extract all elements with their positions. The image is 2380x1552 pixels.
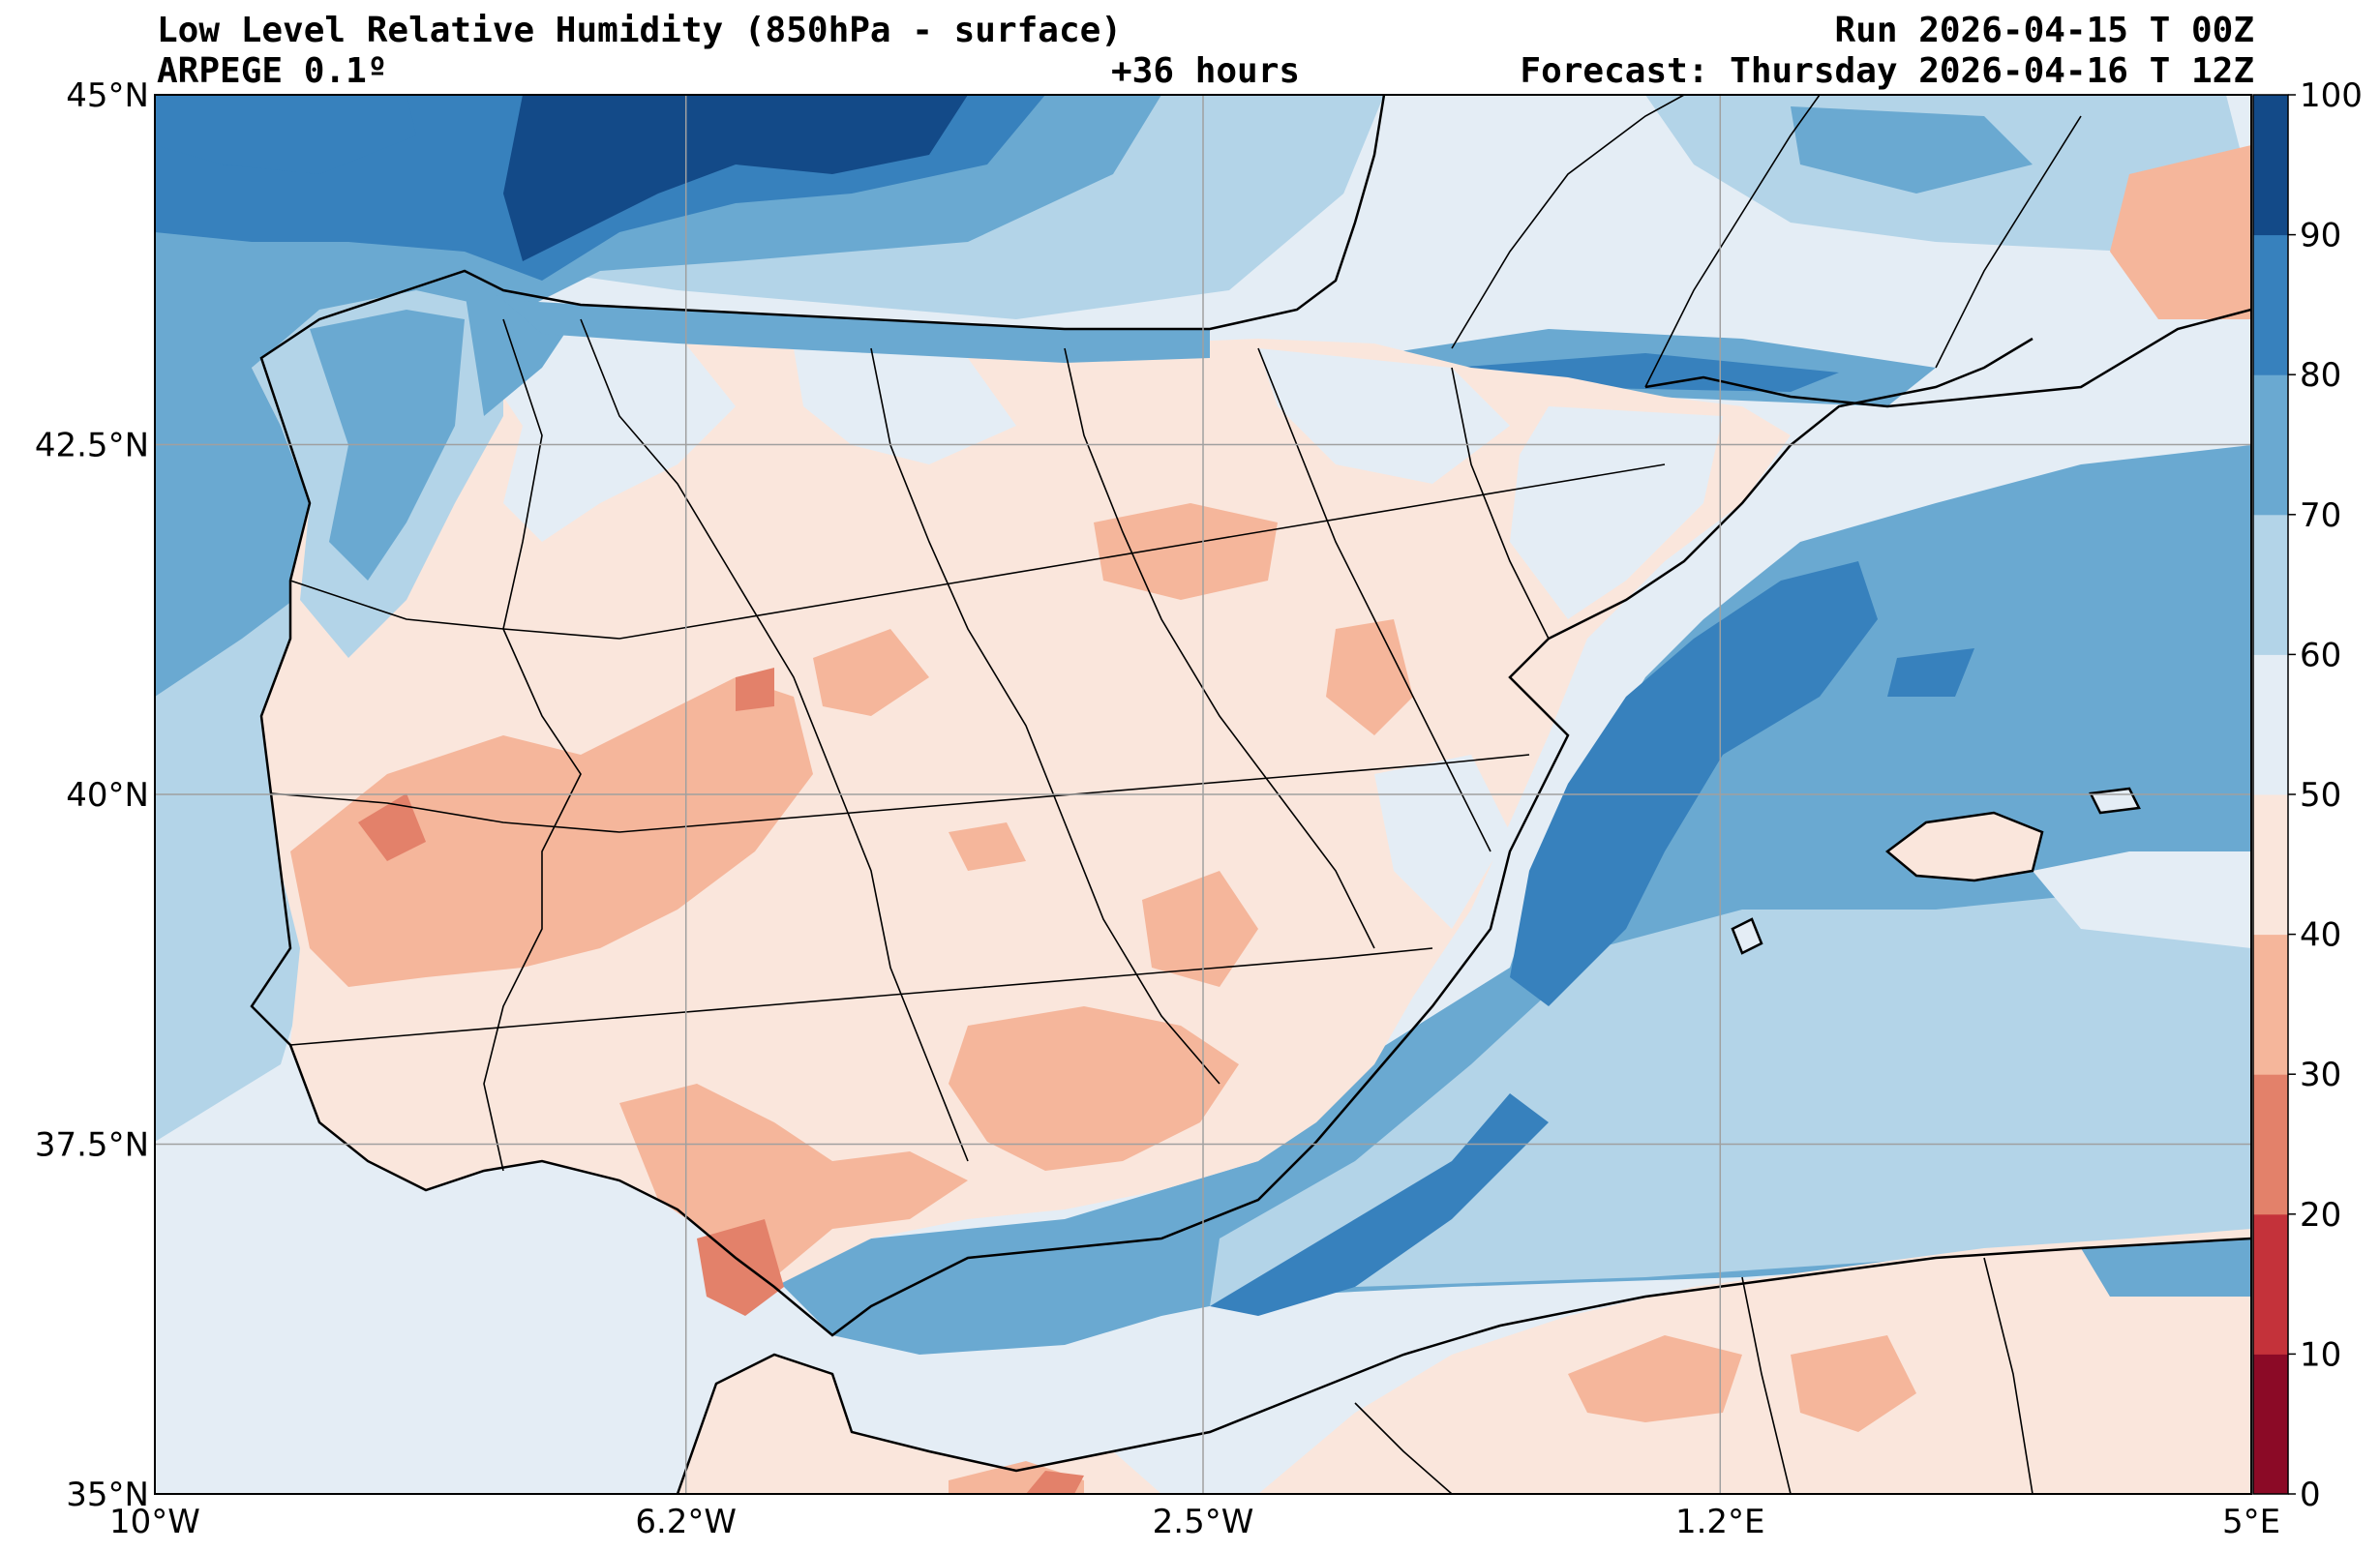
colorbar-label: 90	[2300, 217, 2341, 255]
colorbar-label: 60	[2300, 636, 2341, 674]
colorbar-label: 50	[2300, 776, 2341, 815]
coastlines	[250, 95, 2251, 1494]
lon-tick-label: 6.2°W	[635, 1503, 737, 1541]
lon-tick-label: 5°E	[2222, 1503, 2280, 1541]
longitude-ticks: 10°W 6.2°W 2.5°W 1.2°E 5°E	[109, 1503, 2280, 1541]
lat-tick-label: 45°N	[66, 76, 149, 115]
lead-time-label: +36 hours	[1111, 51, 1301, 91]
lat-tick-label: 35°N	[66, 1476, 149, 1514]
colorbar-label: 80	[2300, 356, 2341, 395]
colorbar-label: 100	[2300, 76, 2363, 115]
colorbar-swatch	[2253, 234, 2288, 375]
model-label: ARPEGE 0.1º	[157, 51, 388, 91]
colorbar-swatch	[2253, 1354, 2288, 1495]
forecast-label: Forecast: Thursday 2026-04-16 T 12Z	[1520, 51, 2254, 91]
run-label: Run 2026-04-15 T 00Z	[1834, 11, 2254, 50]
lon-tick-label: 2.5°W	[1153, 1503, 1254, 1541]
colorbar-swatch	[2253, 514, 2288, 655]
colorbar-swatch	[2253, 654, 2288, 795]
colorbar-swatch	[2253, 934, 2288, 1075]
colorbar: 0 10 20 30 40 50 60 70 80 90 100	[2252, 76, 2363, 1514]
lat-tick-label: 37.5°N	[35, 1126, 149, 1165]
colorbar-swatch	[2253, 374, 2288, 516]
lon-tick-label: 1.2°E	[1675, 1503, 1765, 1541]
colorbar-label: 40	[2300, 916, 2341, 955]
colorbar-swatch	[2253, 1074, 2288, 1215]
latitude-ticks: 35°N 37.5°N 40°N 42.5°N 45°N	[35, 76, 149, 1514]
lon-tick-label: 10°W	[109, 1503, 200, 1541]
colorbar-label: 70	[2300, 496, 2341, 535]
map-frame	[154, 94, 2252, 1495]
colorbar-swatch	[2253, 794, 2288, 936]
colorbar-swatch	[2253, 95, 2288, 236]
colorbar-label: 20	[2300, 1196, 2341, 1235]
colorbar-label: 0	[2300, 1476, 2321, 1514]
colorbar-swatch	[2253, 1213, 2288, 1355]
lat-tick-label: 40°N	[66, 776, 149, 815]
lat-tick-label: 42.5°N	[35, 427, 149, 465]
map-title: Low Level Relative Humidity (850hPa - su…	[157, 11, 1122, 50]
colorbar-label: 10	[2300, 1335, 2341, 1374]
colorbar-label: 30	[2300, 1056, 2341, 1094]
